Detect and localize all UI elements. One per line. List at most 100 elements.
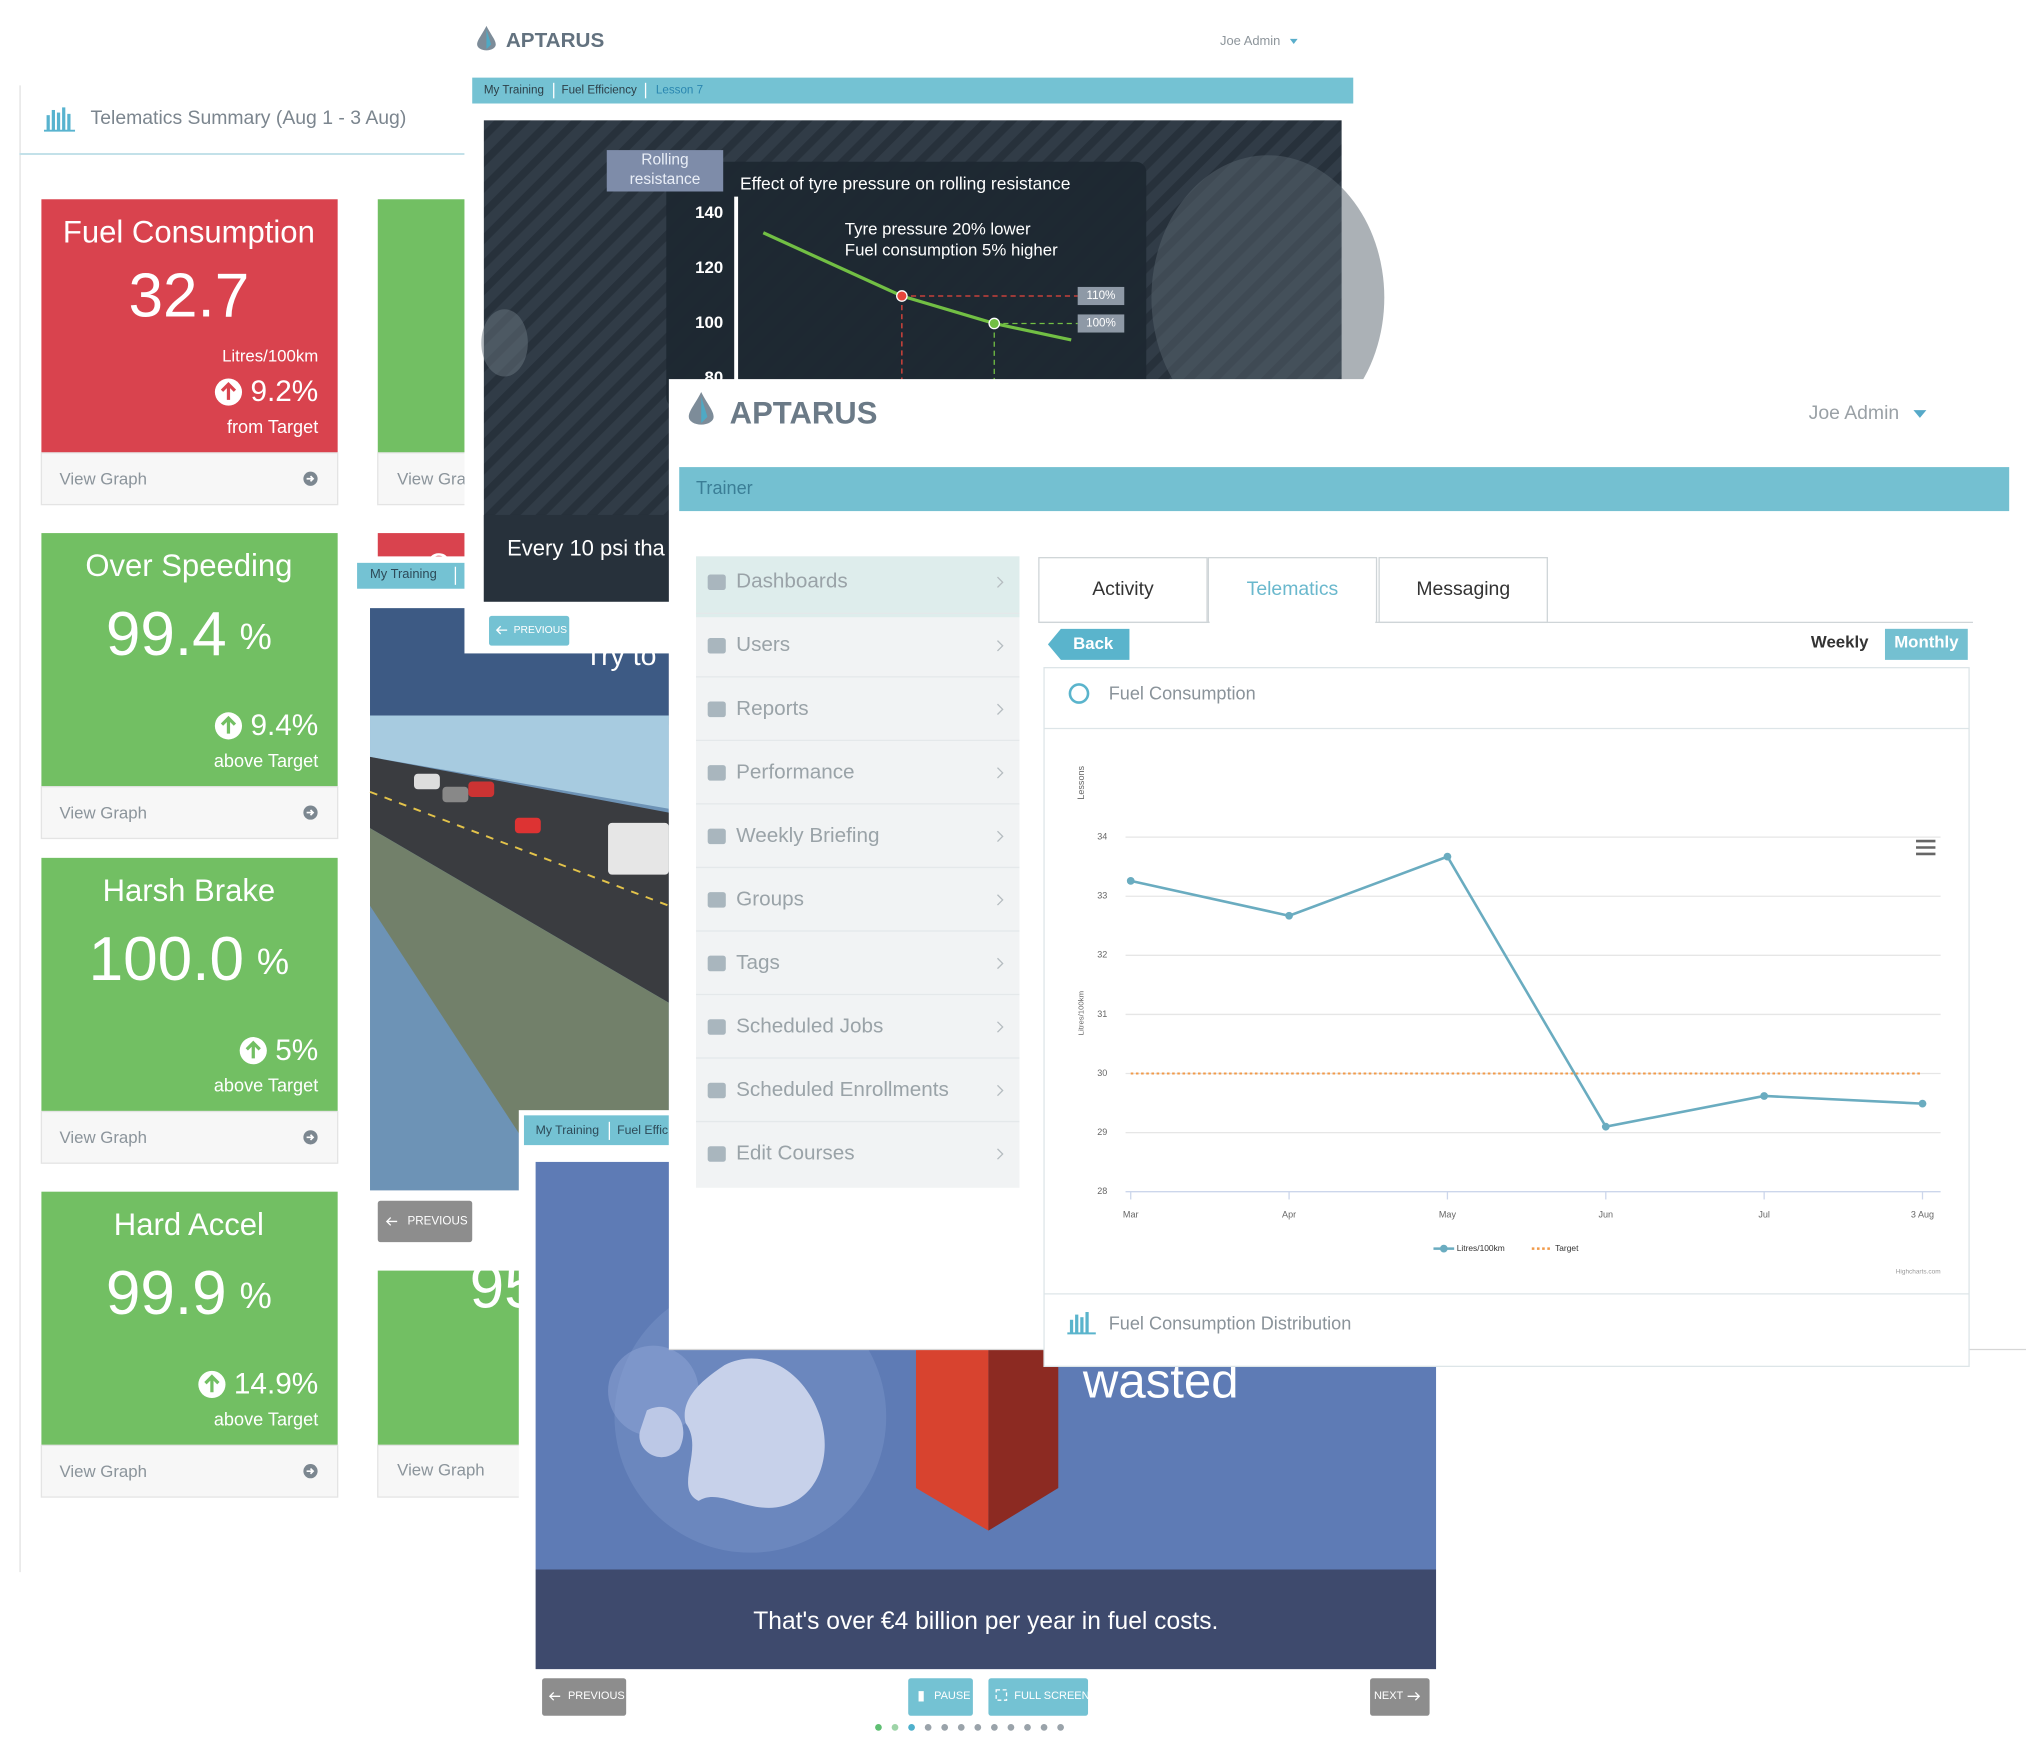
progress-dot[interactable]	[941, 1723, 949, 1731]
change-up-arrow	[204, 1374, 220, 1393]
period-active[interactable]	[1884, 628, 1968, 660]
card-value-number: 99.9	[106, 1259, 227, 1328]
menu-item-label: Performance	[736, 760, 854, 783]
card-title: Over Speeding	[85, 548, 292, 583]
view-graph-link[interactable]: View Graph	[60, 1128, 147, 1147]
progress-dot[interactable]	[957, 1723, 965, 1731]
progress-dot[interactable]	[1040, 1723, 1048, 1731]
next-button[interactable]	[1370, 1678, 1430, 1716]
previous-button[interactable]	[489, 615, 570, 646]
card-footer[interactable]	[40, 786, 339, 840]
card-note: from Target	[227, 417, 318, 437]
progress-dot[interactable]	[891, 1723, 899, 1731]
tab[interactable]	[1378, 557, 1548, 624]
menu-item-label: Scheduled Enrollments	[736, 1078, 949, 1101]
breadcrumb-item[interactable]: My Training	[484, 84, 544, 97]
progress-dot[interactable]	[924, 1723, 932, 1731]
y-tick-label: 120	[695, 258, 723, 277]
breadcrumb-item[interactable]: My Training	[370, 566, 437, 581]
progress-dot[interactable]	[908, 1723, 915, 1731]
card-footer[interactable]	[40, 1110, 339, 1164]
user-caret	[1289, 38, 1298, 44]
slide-car	[442, 786, 469, 803]
chart-credit: Highcharts.com	[1896, 1269, 1941, 1276]
chart-icon-bar	[46, 115, 50, 131]
pause-button[interactable]	[908, 1678, 973, 1716]
menu-item-label: Scheduled Jobs	[736, 1014, 883, 1037]
card-footer[interactable]	[40, 1444, 339, 1498]
menu-icon	[707, 828, 726, 845]
data-point	[1601, 1122, 1610, 1131]
sidebar-active[interactable]	[696, 556, 1020, 618]
menu-icon	[707, 955, 726, 972]
card-value-number: 100.0	[89, 925, 244, 994]
progress-dot[interactable]	[1024, 1723, 1031, 1731]
period-option[interactable]: Weekly	[1811, 633, 1869, 652]
legend-label[interactable]: Litres/100km	[1457, 1243, 1505, 1253]
breadcrumb-item[interactable]: Fuel Effic	[617, 1123, 668, 1137]
progress-dot[interactable]	[1007, 1723, 1015, 1731]
slide-caption: Every 10 psi tha	[507, 536, 665, 561]
data-point	[988, 317, 1001, 330]
panel-header-cover	[1045, 1295, 1968, 1350]
user-menu[interactable]: Joe Admin	[1809, 402, 1900, 424]
tab[interactable]	[1207, 557, 1378, 624]
breadcrumb-item[interactable]: My Training	[536, 1123, 600, 1137]
progress-dot[interactable]	[1057, 1723, 1064, 1731]
view-graph-link[interactable]: View Gra	[397, 469, 466, 488]
chart-title: Effect of tyre pressure on rolling resis…	[740, 174, 1070, 194]
panel	[1043, 667, 1970, 1368]
card-change: 9.2%	[250, 375, 318, 408]
card-value-unit: %	[240, 1274, 272, 1315]
back-button[interactable]	[1047, 628, 1130, 660]
view-graph-link[interactable]: View Graph	[60, 803, 147, 822]
data-point	[1760, 1092, 1769, 1100]
menu-item-label: Tags	[736, 951, 780, 974]
view-graph-link[interactable]: View Graph	[397, 1461, 484, 1480]
breadcrumb-item[interactable]: Fuel Efficiency	[561, 84, 637, 97]
chart-icon-bar	[67, 113, 71, 131]
progress-dot[interactable]	[991, 1723, 998, 1731]
y-axis-title: Lessons	[1076, 765, 1086, 799]
y-tick-label: 32	[1097, 950, 1107, 960]
previous-button[interactable]	[377, 1200, 473, 1243]
period-option[interactable]: Monthly	[1894, 633, 1959, 652]
chevron-icon	[997, 1021, 1004, 1033]
pause-icon	[918, 1691, 924, 1702]
y-tick-label: 34	[1097, 832, 1107, 842]
y-tick-label: 31	[1097, 1009, 1107, 1019]
breadcrumb-item[interactable]: Lesson 7	[656, 84, 703, 97]
menu-icon	[707, 892, 726, 908]
logo-drop-shine	[486, 29, 492, 50]
data-point	[1285, 911, 1293, 920]
progress-dot[interactable]	[974, 1723, 982, 1731]
panel-title: Fuel Consumption	[1109, 684, 1256, 704]
change-up-arrow	[220, 715, 237, 734]
progress-dot[interactable]	[875, 1723, 882, 1731]
x-tick-label: 3 Aug	[1911, 1209, 1934, 1219]
view-graph-link[interactable]: View Graph	[60, 1462, 147, 1481]
user-caret	[1913, 410, 1927, 418]
slide-car	[608, 822, 669, 875]
user-menu[interactable]: Joe Admin	[1220, 33, 1280, 48]
view-graph-link[interactable]: View Graph	[60, 469, 147, 488]
slide-wall	[370, 715, 669, 809]
data-line	[1130, 855, 1923, 1129]
menu-item-label: Dashboards	[736, 570, 848, 593]
slide-caption: That's over €4 billion per year in fuel …	[753, 1608, 1218, 1635]
fullscreen-button[interactable]	[988, 1678, 1089, 1716]
view-graph-arrow	[306, 809, 315, 816]
card-body	[41, 1191, 338, 1446]
previous-button[interactable]	[542, 1678, 627, 1716]
chevron-icon	[997, 957, 1004, 970]
view-graph-arrow	[306, 1467, 315, 1475]
panel-icon-bar	[1069, 1319, 1074, 1333]
tab[interactable]	[1038, 557, 1208, 624]
legend-label[interactable]: Target	[1555, 1243, 1579, 1253]
card-footer[interactable]	[40, 452, 339, 506]
value-label-box	[1077, 314, 1125, 333]
card-value: 99.4%	[106, 601, 272, 670]
change-up-arrow	[245, 1040, 261, 1059]
previous-button-label: PREVIOUS	[408, 1215, 468, 1228]
